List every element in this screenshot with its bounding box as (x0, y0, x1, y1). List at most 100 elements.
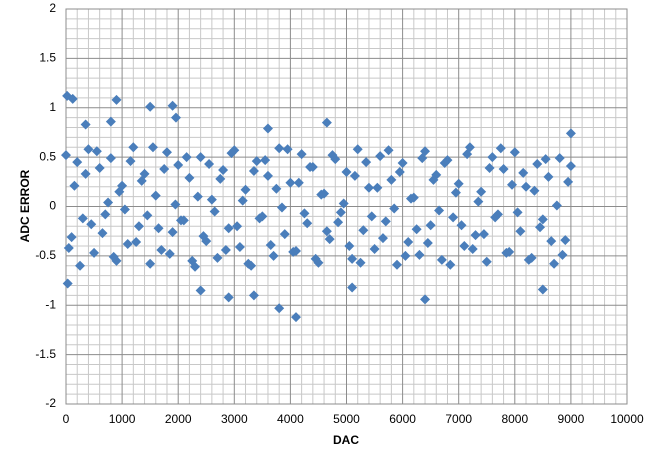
point (377, 233, 388, 244)
point (352, 144, 363, 155)
point (302, 218, 313, 229)
point (100, 209, 111, 220)
point (61, 150, 71, 161)
point (80, 119, 91, 130)
point (212, 252, 223, 263)
x-tick-label: 10000 (610, 412, 644, 426)
y-axis-title: ADC ERROR (18, 169, 32, 242)
point (136, 175, 147, 186)
point (94, 162, 105, 173)
point (551, 200, 562, 211)
y-tick-label: -2 (45, 396, 56, 410)
point (125, 156, 136, 167)
point (498, 163, 509, 174)
point (80, 168, 91, 179)
point (316, 189, 327, 200)
point (237, 195, 248, 206)
point (220, 244, 231, 255)
point (565, 128, 576, 139)
point (274, 143, 285, 154)
point (554, 153, 565, 164)
point (285, 177, 296, 188)
point (66, 232, 77, 243)
point (403, 237, 414, 248)
point (128, 142, 139, 153)
point (459, 241, 470, 251)
point (62, 278, 73, 289)
point (543, 171, 554, 182)
point (470, 230, 481, 241)
point (521, 181, 532, 192)
point (445, 259, 456, 270)
point (184, 172, 195, 183)
point (209, 206, 220, 217)
point (321, 117, 332, 128)
point (156, 244, 167, 255)
point (434, 205, 445, 216)
point (512, 207, 523, 218)
point (89, 247, 100, 258)
point (240, 184, 251, 195)
x-axis-title: DAC (333, 433, 359, 447)
point (546, 236, 557, 247)
point (473, 196, 484, 207)
point (358, 225, 369, 236)
point (274, 303, 285, 314)
point (161, 147, 172, 158)
point (439, 158, 450, 169)
point (198, 231, 209, 242)
y-tick-label: 1.5 (39, 51, 56, 65)
point (170, 199, 181, 210)
point (540, 154, 551, 165)
point (467, 243, 478, 254)
point (105, 153, 116, 164)
point (515, 226, 526, 237)
point (369, 243, 380, 254)
point (268, 250, 279, 261)
point (145, 258, 156, 269)
point (248, 165, 259, 176)
point (481, 256, 492, 267)
point (271, 183, 282, 194)
point (495, 143, 506, 154)
point (119, 204, 130, 215)
y-tick-label: -1.5 (35, 347, 56, 361)
point (86, 219, 97, 230)
point (276, 202, 287, 213)
point (394, 166, 405, 177)
point (310, 253, 321, 264)
point (167, 100, 178, 111)
point (133, 221, 144, 232)
point (299, 208, 310, 219)
point (145, 101, 156, 112)
point (355, 257, 366, 268)
point (523, 254, 534, 265)
points (61, 90, 576, 323)
point (476, 186, 487, 197)
point (338, 198, 349, 209)
point (97, 228, 108, 239)
point (218, 164, 229, 175)
point (361, 157, 372, 168)
point (72, 157, 83, 168)
point (63, 242, 74, 253)
point (414, 249, 425, 260)
point (501, 247, 512, 258)
point (344, 241, 355, 251)
point (260, 155, 271, 166)
point (535, 222, 546, 233)
x-tick-label: 1000 (109, 412, 136, 426)
point (509, 147, 520, 158)
point (164, 248, 175, 259)
point (565, 161, 576, 172)
point (91, 146, 102, 157)
point (549, 258, 560, 269)
point (324, 234, 335, 245)
point (223, 292, 234, 303)
point (411, 224, 422, 235)
point (187, 255, 198, 266)
point (506, 179, 517, 190)
point (75, 260, 86, 271)
